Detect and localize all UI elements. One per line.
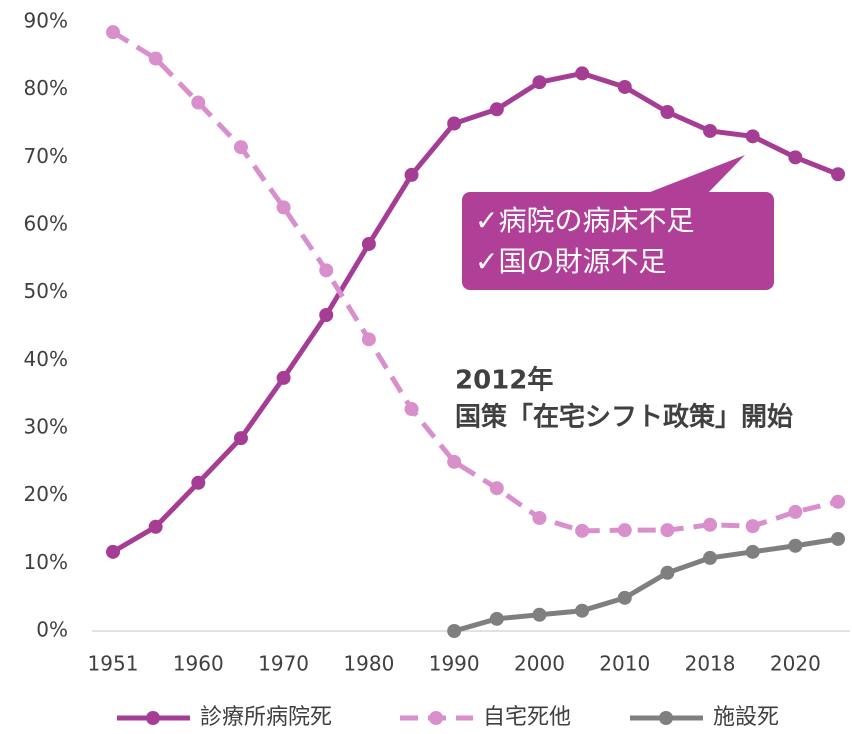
callout-text: ✓国の財源不足 xyxy=(475,245,666,278)
point xyxy=(788,538,803,553)
point xyxy=(404,167,419,182)
x-tick-label: 2000 xyxy=(514,652,565,676)
point xyxy=(233,140,248,155)
x-tick-label: 2018 xyxy=(685,652,736,676)
point xyxy=(276,370,291,385)
point xyxy=(575,603,590,618)
point xyxy=(745,129,760,144)
point xyxy=(148,51,163,66)
y-tick-label: 40% xyxy=(24,347,68,371)
y-tick-label: 90% xyxy=(24,9,68,33)
point xyxy=(745,519,760,534)
x-tick-label: 2020 xyxy=(770,652,821,676)
point xyxy=(276,200,291,215)
point xyxy=(489,481,504,496)
point xyxy=(617,590,632,605)
series-line xyxy=(111,70,839,554)
point xyxy=(404,402,419,417)
y-tick-label: 60% xyxy=(24,212,68,236)
callout-text: ✓病院の病床不足 xyxy=(475,204,694,237)
point xyxy=(831,167,845,182)
annotation: 国策「在宅シフト政策」開始 xyxy=(455,402,793,433)
y-tick-label: 20% xyxy=(24,482,68,506)
point xyxy=(703,123,718,138)
point xyxy=(703,550,718,565)
x-tick-label: 1970 xyxy=(258,652,309,676)
x-tick-label: 2010 xyxy=(599,652,650,676)
point xyxy=(191,475,206,490)
callout-box xyxy=(462,192,774,290)
point xyxy=(148,519,163,534)
legend-marker xyxy=(659,711,673,725)
point xyxy=(617,523,632,538)
y-tick-label: 30% xyxy=(24,415,68,439)
point xyxy=(532,607,547,622)
point xyxy=(319,307,334,322)
point xyxy=(489,611,504,626)
point xyxy=(361,236,376,251)
y-tick-label: 70% xyxy=(24,144,68,168)
point xyxy=(660,523,675,538)
annotation: 2012年 xyxy=(455,365,553,396)
y-tick-label: 80% xyxy=(24,76,68,100)
point xyxy=(575,523,590,538)
y-tick-label: 10% xyxy=(24,550,68,574)
point xyxy=(788,150,803,165)
legend-label: 診療所病院死 xyxy=(200,705,332,730)
point xyxy=(745,544,760,559)
point xyxy=(447,454,462,469)
x-tick-label: 1990 xyxy=(429,652,480,676)
point xyxy=(617,79,632,94)
point xyxy=(831,494,845,509)
point xyxy=(660,565,675,580)
point xyxy=(361,332,376,347)
x-tick-label: 1951 xyxy=(88,652,139,676)
point xyxy=(532,510,547,525)
point xyxy=(831,531,845,546)
point xyxy=(233,431,248,446)
point xyxy=(106,544,120,559)
point xyxy=(660,104,675,119)
legend-label: 自宅死他 xyxy=(483,705,571,730)
legend-marker xyxy=(429,711,443,725)
point xyxy=(788,504,803,519)
legend-label: 施設死 xyxy=(713,705,779,730)
legend-marker xyxy=(146,711,160,725)
point xyxy=(191,95,206,110)
callout-pointer xyxy=(640,155,745,196)
point xyxy=(447,116,462,131)
x-tick-label: 1980 xyxy=(343,652,394,676)
point xyxy=(319,263,334,278)
point xyxy=(447,624,462,638)
y-tick-label: 0% xyxy=(36,618,68,642)
point xyxy=(489,102,504,117)
point xyxy=(106,25,120,40)
point xyxy=(703,517,718,532)
point xyxy=(532,75,547,90)
series-line xyxy=(453,536,839,634)
y-tick-label: 50% xyxy=(24,279,68,303)
x-tick-label: 1960 xyxy=(173,652,224,676)
point xyxy=(575,66,590,81)
